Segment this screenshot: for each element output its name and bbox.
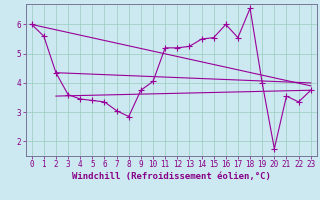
X-axis label: Windchill (Refroidissement éolien,°C): Windchill (Refroidissement éolien,°C) [72, 172, 271, 181]
